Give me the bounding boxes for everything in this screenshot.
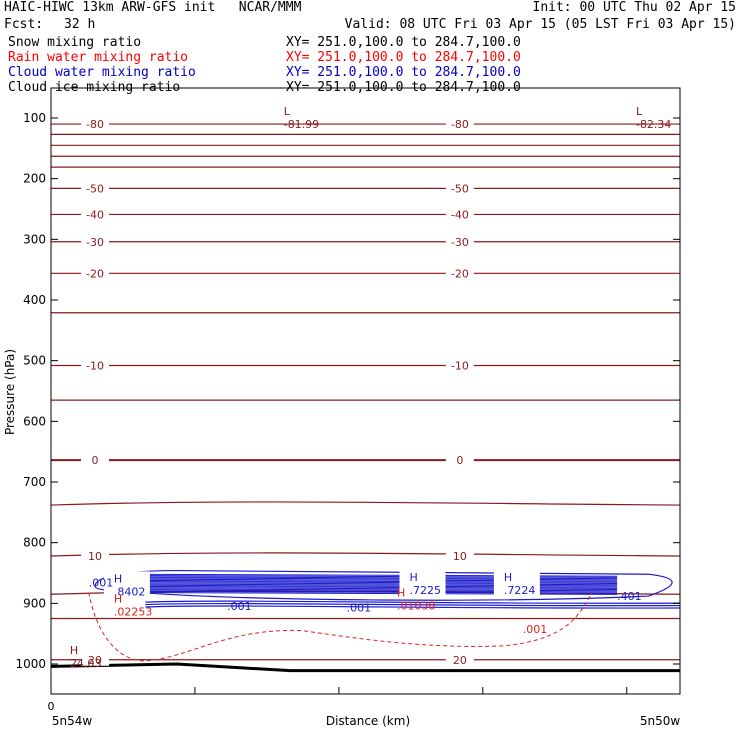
y-tick-label: 300 (23, 232, 46, 246)
valid-time: Valid: 08 UTC Fri 03 Apr 15 (05 LST Fri … (344, 17, 736, 32)
x-axis-label: Distance (km) (326, 714, 410, 728)
isotherm-label: -50 (451, 182, 469, 195)
field-cloud-label: Cloud water mixing ratio (8, 65, 196, 80)
cloud-low-contour (145, 605, 681, 609)
isotherm-label-bg (81, 453, 110, 467)
extremum-kind: H (114, 572, 122, 585)
isotherm-label: -20 (451, 267, 469, 280)
x-start-label: 5n54w (52, 714, 93, 728)
isotherm-label: -30 (86, 236, 104, 249)
isotherm-label: -50 (86, 182, 104, 195)
isotherm-label: -10 (451, 360, 469, 373)
isotherm-label-bg (445, 207, 474, 221)
field-snow-xy: XY= 251.0,100.0 to 284.7,100.0 (286, 35, 521, 50)
x-zero-label: 0 (48, 700, 55, 713)
isotherm-label-bg (81, 358, 110, 372)
forecast-value: 32 h (64, 17, 96, 32)
extremum-value: -81.99 (284, 118, 319, 131)
isotherm-label-bg (81, 207, 110, 221)
y-tick-label: 800 (23, 536, 46, 550)
y-tick-label: 400 (23, 293, 46, 307)
isotherm-label: -80 (86, 118, 104, 131)
isotherm-label-bg (81, 266, 110, 280)
isotherm-label: 20 (453, 654, 467, 667)
plot-frame (50, 87, 681, 695)
isotherm-label-bg (445, 181, 474, 195)
extremum-kind: L (636, 105, 643, 118)
field-rain-label: Rain water mixing ratio (8, 50, 189, 65)
isotherm-line (50, 552, 681, 557)
y-tick-label: 700 (23, 475, 46, 489)
x-end-label: 5n50w (640, 714, 681, 728)
y-tick-label: 500 (23, 354, 46, 368)
chart-title: HAIC-HIWC 13km ARW-GFS init NCAR/MMM (4, 0, 302, 15)
isotherm-label-bg (81, 117, 110, 131)
y-tick-label: 600 (23, 414, 46, 428)
extremum-value: .7225 (410, 584, 442, 597)
cloud-low-contour (145, 602, 681, 607)
isotherm-label: -40 (451, 208, 469, 221)
isotherm-label-bg (445, 453, 474, 467)
y-axis-label: Pressure (hPa) (3, 349, 17, 435)
isotherm-label-bg (445, 266, 474, 280)
extremum-kind: H (504, 571, 512, 584)
extremum-kind: H (70, 644, 78, 657)
y-tick-label: 200 (23, 172, 46, 186)
isotherm-label-bg (445, 549, 474, 563)
extremum-bg (103, 571, 150, 600)
extremum-bg (399, 570, 446, 599)
isotherm-label-bg (445, 358, 474, 372)
isotherm-label: 0 (92, 454, 99, 467)
isotherm-label: -80 (451, 118, 469, 131)
isotherm-label: -10 (86, 360, 104, 373)
extremum-kind: H (410, 571, 418, 584)
isotherm-line (50, 501, 681, 506)
isotherm-label: -20 (86, 267, 104, 280)
isotherm-label-bg (81, 234, 110, 248)
extremum-value: .8402 (114, 585, 145, 598)
cloud-contour-label: .001 (89, 577, 114, 590)
extremum-kind: L (284, 105, 291, 118)
extremum-value: .01038 (397, 599, 436, 612)
field-snow-label: Snow mixing ratio (8, 35, 142, 50)
cloud-contour-label: .401 (617, 590, 642, 603)
init-time: Init: 00 UTC Thu 02 Apr 15 (532, 0, 737, 15)
isotherm-label: -40 (86, 208, 104, 221)
y-tick-label: 1000 (15, 657, 46, 671)
isotherm-label: 10 (88, 550, 102, 563)
rain-water-contour (88, 592, 593, 662)
isotherm-label: 10 (453, 550, 467, 563)
isotherm-label-bg (445, 234, 474, 248)
extremum-kind: H (114, 592, 122, 605)
isotherm-label: 20 (88, 654, 102, 667)
rain-contour-label: .001 (523, 623, 548, 636)
isotherm-label-bg (445, 117, 474, 131)
cloud-low-contour (145, 600, 681, 604)
extremum-kind: H (397, 586, 405, 599)
isotherm-label-bg (81, 652, 110, 666)
extremum-bg (493, 570, 540, 599)
extremum-value: -82.34 (636, 118, 671, 131)
isotherm-label-bg (81, 181, 110, 195)
isotherm-label: 0 (456, 454, 463, 467)
forecast-label: Fcst: (4, 17, 44, 32)
isotherm-label-bg (445, 652, 474, 666)
field-cloud-xy: XY= 251.0,100.0 to 284.7,100.0 (286, 65, 521, 80)
cloud-contour-label: .001 (227, 600, 252, 613)
extremum-value: .02253 (114, 605, 152, 618)
extremum-value: .7224 (504, 584, 536, 597)
terrain-line (50, 662, 680, 673)
y-tick-label: 900 (23, 596, 46, 610)
cloud-contour-label: .001 (347, 602, 372, 615)
field-rain-xy: XY= 251.0,100.0 to 284.7,100.0 (286, 50, 521, 65)
isotherm-label: -30 (451, 236, 469, 249)
extremum-value: 24.03 (70, 657, 102, 670)
y-tick-label: 100 (23, 111, 46, 125)
isotherm-label-bg (81, 549, 110, 563)
